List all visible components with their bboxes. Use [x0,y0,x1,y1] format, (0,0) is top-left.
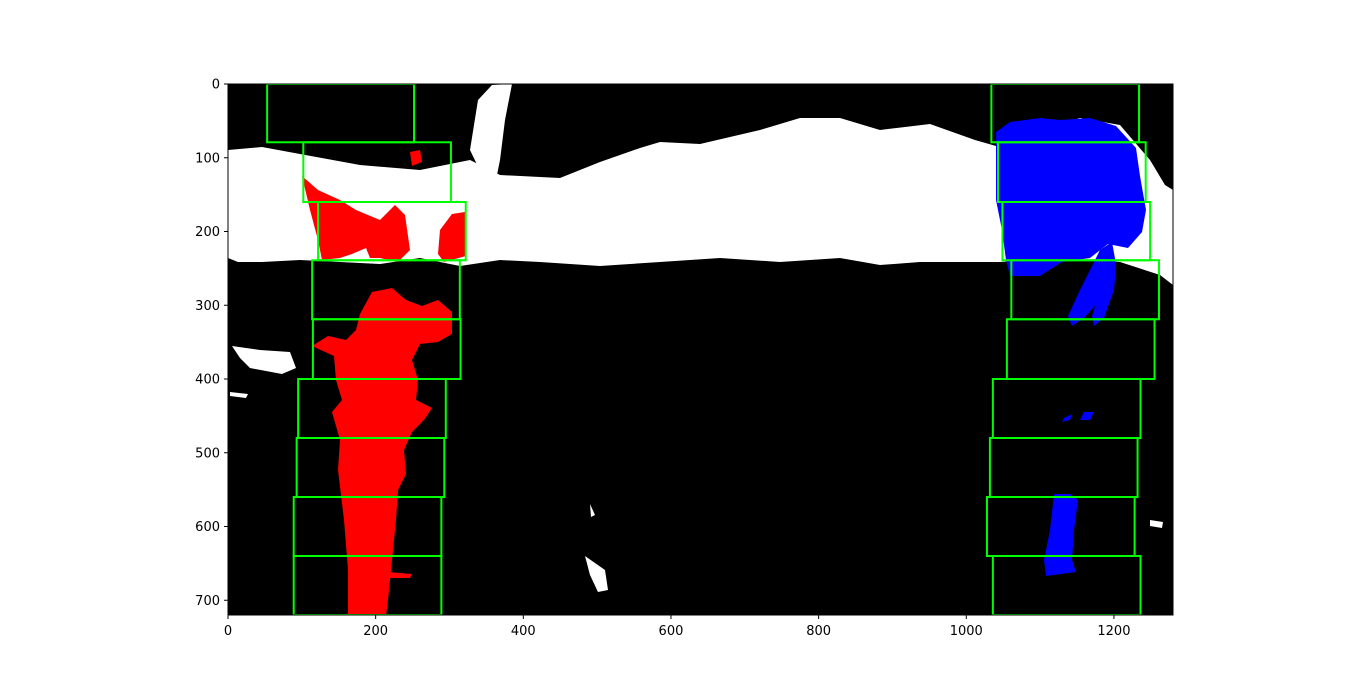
right-search-window [991,555,1142,615]
noise-blob [590,504,595,517]
y-tick-label: 300 [195,299,220,314]
left-lane-pixels [438,212,466,262]
axes-frame [227,83,1174,616]
y-tick-label: 500 [195,446,220,461]
y-tick-label: 700 [195,594,220,609]
noise-blob [230,392,248,398]
y-tick-label: 100 [195,151,220,166]
y-tick-label: 600 [195,520,220,535]
noise-blob [232,346,296,374]
left-search-windows [266,84,467,615]
x-tick-label: 200 [363,624,388,639]
x-tick-label: 800 [806,624,831,639]
right-lane-pixels [1062,414,1072,422]
overpass-blob-left [228,220,268,262]
right-lane-pixels [1092,266,1116,326]
y-tick-label: 400 [195,373,220,388]
x-tick-label: 0 [224,624,232,639]
left-lane-pixels [388,572,412,578]
noise-blob [1150,520,1163,528]
left-search-window [292,555,443,615]
y-axis: 0 100 200 300 400 500 600 700 [195,78,228,609]
x-axis: 0 200 400 600 800 1000 1200 [224,615,1130,639]
right-lane-pixels [1068,242,1116,326]
overpass-pillar [470,84,512,185]
x-tick-label: 1000 [950,624,983,639]
x-tick-label: 400 [511,624,536,639]
left-lane-pixels [312,288,452,615]
left-lane-pixels [410,150,422,166]
right-search-windows [985,84,1160,615]
x-tick-label: 600 [659,624,684,639]
noise-blob [585,556,608,592]
right-lane-pixels [996,118,1146,276]
y-tick-label: 200 [195,225,220,240]
left-lane-pixels [302,176,410,262]
x-tick-label: 1200 [1097,624,1130,639]
right-lane-pixels [1080,412,1094,420]
y-tick-label: 0 [212,78,220,93]
